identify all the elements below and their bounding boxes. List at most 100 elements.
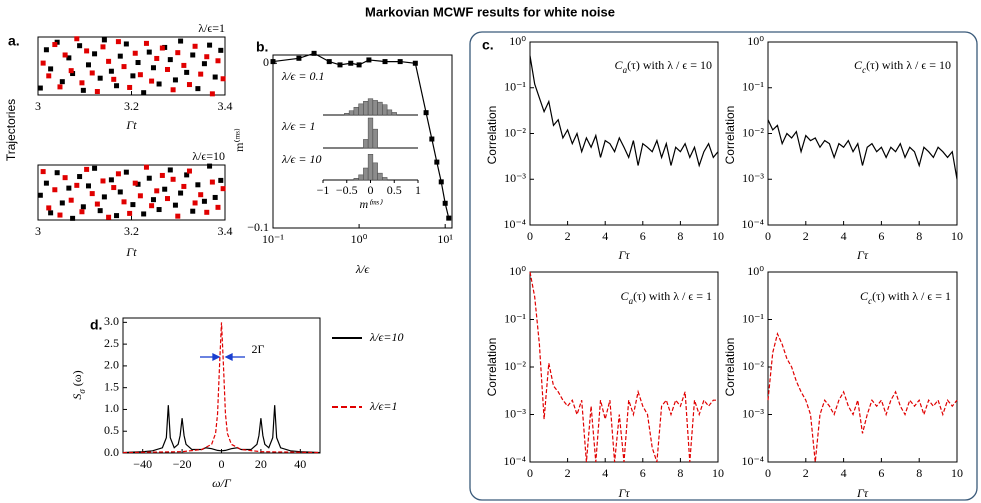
histogram-bar: [372, 162, 378, 181]
marker: [382, 59, 388, 65]
trajectory-point: [181, 183, 187, 189]
trajectory-point: [84, 166, 90, 172]
x-tick-label: 10: [951, 229, 963, 243]
trajectory-point: [127, 84, 133, 90]
y-tick-label: 2.0: [104, 358, 119, 372]
annotation-part: (τ) with λ / ϵ = 10: [866, 58, 951, 72]
trajectory-point: [159, 45, 165, 51]
panel-c-frame: [469, 31, 978, 501]
series-line: [767, 331, 958, 463]
histogram-bar: [382, 177, 388, 181]
trajectory-point: [164, 196, 170, 202]
y-axis-label: m⁽ᵐˢ⁾: [232, 128, 246, 152]
trajectory-point: [170, 176, 176, 182]
annotation-part: C: [621, 289, 630, 303]
trajectory-point: [172, 77, 178, 83]
trajectory-point: [207, 42, 213, 48]
marker: [270, 59, 276, 65]
x-tick-label: 10¹: [437, 232, 453, 246]
trajectory-point: [89, 70, 95, 76]
trajectory-point: [190, 52, 196, 58]
width-arrows: [200, 352, 245, 362]
trajectory-point: [141, 90, 147, 96]
trajectory-point: [212, 74, 218, 80]
trajectory-point: [178, 190, 184, 196]
annotation: Ca(τ) with λ / ϵ = 1: [621, 289, 712, 306]
trajectory-point: [184, 69, 190, 75]
inset-label: λ/ϵ = 10: [281, 152, 321, 166]
trajectory-point: [57, 84, 63, 90]
trajectory-point: [46, 73, 52, 79]
trajectory-point: [220, 76, 226, 82]
inset-axis-label: m⁽ᵐˢ⁾: [359, 197, 382, 211]
series-line: [529, 271, 718, 463]
x-tick-label: 2: [803, 466, 809, 480]
x-tick-label: 8: [677, 466, 683, 480]
x-tick-label: 40: [294, 457, 306, 471]
histogram-bar: [386, 109, 393, 116]
histogram-bar: [372, 128, 378, 149]
trajectory-point: [132, 50, 138, 56]
arrow-head: [212, 352, 221, 362]
trajectory-point: [172, 202, 178, 208]
x-tick-label: 4: [602, 229, 608, 243]
y-tick-label: 10⁻¹: [504, 80, 526, 94]
trajectory-point: [74, 36, 80, 42]
trajectory-point: [79, 80, 85, 86]
trajectory-point: [132, 180, 138, 186]
trajectory-point: [70, 71, 76, 77]
x-tick-label: 2: [565, 229, 571, 243]
y-tick-label: 10⁻⁴: [741, 454, 764, 468]
histogram-bar: [358, 103, 364, 116]
y-tick-label: 3.0: [104, 314, 119, 328]
panel-label: d.: [90, 317, 102, 333]
trajectory-point: [150, 65, 156, 71]
marker: [366, 57, 372, 63]
trajectory-point: [115, 171, 121, 177]
histogram-bar: [367, 98, 374, 116]
x-tick-label: 3.4: [218, 224, 233, 238]
trajectory-point: [192, 200, 198, 206]
trajectory-point: [137, 193, 143, 199]
trajectory-point: [80, 87, 86, 93]
y-tick-label: 10⁻²: [504, 125, 526, 139]
trajectory-point: [220, 186, 226, 192]
histogram-bar: [367, 117, 374, 149]
series-line: [767, 119, 958, 180]
y-tick-label: 10⁻⁴: [741, 217, 764, 231]
trajectory-point: [97, 208, 103, 214]
series-line: [122, 322, 321, 454]
trajectory-point: [201, 61, 207, 67]
trajectory-point: [111, 76, 117, 82]
trajectory-point: [37, 85, 43, 91]
annotation-part: c: [862, 65, 866, 75]
trajectory-point: [149, 78, 155, 84]
y-tick-label: 0.5: [104, 423, 119, 437]
inset-tick-label: −0.5: [336, 183, 358, 197]
trajectory-point: [215, 204, 221, 210]
y-tick-label: 10⁻²: [742, 125, 764, 139]
trajectory-point: [143, 40, 149, 46]
x-tick-label: 0: [765, 229, 771, 243]
x-axis-label: Γτ: [856, 486, 869, 500]
y-axis-label-part: σ: [77, 389, 87, 394]
trajectory-point: [68, 197, 74, 203]
annotation-part: c: [868, 296, 872, 306]
histogram-bar: [367, 154, 374, 181]
marker: [311, 50, 317, 56]
trajectory-point: [195, 182, 201, 188]
x-tick-label: 8: [677, 229, 683, 243]
y-tick-label: −0.1: [247, 220, 269, 234]
trajectory-point: [117, 189, 123, 195]
panel-label: a.: [8, 33, 20, 49]
x-tick-label: 4: [841, 466, 847, 480]
trajectory-point: [59, 79, 65, 85]
marker: [438, 179, 444, 185]
y-axis-label: Sσ (ω): [70, 370, 87, 399]
x-tick-label: 6: [878, 466, 884, 480]
trajectory-point: [40, 169, 46, 175]
y-tick-label: 10⁻¹: [742, 311, 764, 325]
trajectory-point: [108, 177, 114, 183]
trajectory-point: [215, 58, 221, 64]
annotation-part: (τ) with λ / ϵ = 10: [627, 58, 712, 72]
